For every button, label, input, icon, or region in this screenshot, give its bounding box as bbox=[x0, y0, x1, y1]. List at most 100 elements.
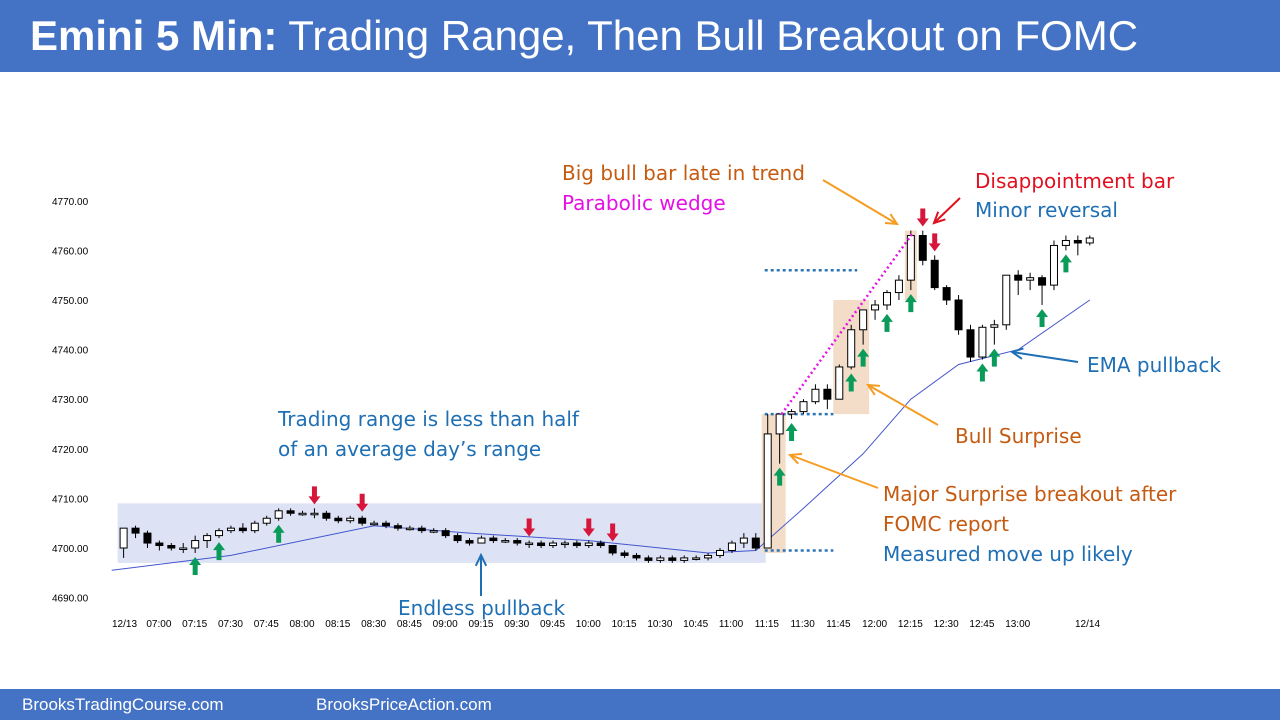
candle-body bbox=[167, 545, 176, 549]
candle-body bbox=[1014, 274, 1023, 281]
candle-body bbox=[727, 542, 736, 551]
candle-body bbox=[274, 510, 283, 519]
bear-signal-arrow bbox=[916, 208, 929, 227]
y-tick-label: 4710.00 bbox=[52, 494, 89, 505]
candle-body bbox=[513, 540, 522, 544]
candle-body bbox=[656, 557, 665, 561]
candle-body bbox=[596, 542, 605, 547]
x-tick-label: 10:45 bbox=[683, 619, 708, 630]
bear-signal-arrow bbox=[582, 518, 595, 537]
candle-body bbox=[1049, 244, 1058, 286]
candle-body bbox=[346, 517, 355, 522]
annotation-disappointment-bar: Disappointment bar bbox=[975, 169, 1175, 193]
x-tick-label: 11:00 bbox=[719, 619, 744, 630]
candle-body bbox=[966, 329, 975, 358]
annotation-pointer-arrow bbox=[933, 197, 961, 224]
ema-line bbox=[111, 299, 1091, 571]
candle-body bbox=[894, 279, 903, 294]
y-tick-label: 4720.00 bbox=[52, 445, 89, 456]
x-tick-label: 12:30 bbox=[934, 619, 959, 630]
candle-body bbox=[382, 522, 391, 527]
bull-signal-arrow bbox=[857, 348, 870, 367]
annotation-big-bull-bar: Big bull bar late in trend bbox=[562, 161, 805, 185]
x-tick-label: 09:00 bbox=[433, 619, 458, 630]
x-tick-label: 12:15 bbox=[898, 619, 923, 630]
annotation-pointer-arrow bbox=[884, 213, 899, 226]
candle-body bbox=[1061, 239, 1070, 246]
candle-body bbox=[334, 517, 343, 522]
x-tick-label: 11:15 bbox=[755, 619, 780, 630]
annotation-pointer-arrow bbox=[474, 552, 488, 567]
x-tick-label: 13:00 bbox=[1005, 619, 1030, 630]
candle-body bbox=[632, 554, 641, 559]
annotation-trading-range: Trading range is less than half bbox=[277, 407, 580, 431]
candle-body bbox=[310, 512, 319, 516]
candle-body bbox=[620, 552, 629, 556]
candle-body bbox=[393, 525, 402, 529]
footer-left-link: BrooksTradingCourse.com bbox=[22, 695, 224, 714]
bull-signal-arrow bbox=[773, 467, 786, 486]
x-tick-label: 08:45 bbox=[397, 619, 422, 630]
x-tick-label: 07:45 bbox=[254, 619, 279, 630]
candle-body bbox=[739, 537, 748, 544]
x-tick-label: 07:30 bbox=[218, 619, 243, 630]
candle-body bbox=[1085, 237, 1094, 244]
x-tick-label: 07:15 bbox=[182, 619, 207, 630]
x-tick-label: 10:15 bbox=[612, 619, 637, 630]
candle-body bbox=[572, 542, 581, 547]
annotation-pointer-arrow bbox=[1011, 351, 1079, 363]
candle-body bbox=[1038, 277, 1047, 286]
candle-body bbox=[179, 547, 188, 550]
candle-body bbox=[787, 411, 796, 415]
candle-body bbox=[751, 537, 760, 549]
annotation-pointer-arrow bbox=[932, 211, 946, 225]
candle-body bbox=[942, 287, 951, 301]
title-bold: Emini 5 Min: bbox=[30, 12, 278, 59]
parabolic-wedge-line bbox=[780, 232, 914, 415]
bull-signal-arrow bbox=[213, 542, 226, 561]
x-tick-label: 09:30 bbox=[504, 619, 529, 630]
candle-body bbox=[191, 540, 200, 549]
x-tick-label: 12/13 bbox=[112, 619, 137, 630]
x-tick-label: 12/14 bbox=[1075, 619, 1100, 630]
candle-body bbox=[990, 324, 999, 328]
candle-body bbox=[823, 388, 832, 400]
candle-body bbox=[871, 304, 880, 311]
candle-body bbox=[429, 530, 438, 533]
slide-title: Emini 5 Min: Trading Range, Then Bull Br… bbox=[30, 8, 1138, 64]
candle-body bbox=[465, 540, 474, 544]
candle-body bbox=[501, 540, 510, 543]
y-tick-label: 4690.00 bbox=[52, 594, 89, 605]
bull-signal-arrow bbox=[1059, 254, 1072, 273]
y-tick-label: 4760.00 bbox=[52, 246, 89, 257]
bull-signal-arrow bbox=[904, 294, 917, 313]
y-tick-label: 4750.00 bbox=[52, 296, 89, 307]
annotation-pointer-arrow bbox=[787, 452, 803, 465]
annotation-major-surprise: Major Surprise breakout after bbox=[883, 482, 1177, 506]
x-tick-label: 11:45 bbox=[826, 619, 851, 630]
y-tick-label: 4700.00 bbox=[52, 544, 89, 555]
footer-right-link: BrooksPriceAction.com bbox=[316, 695, 492, 714]
candle-body bbox=[859, 309, 868, 331]
annotation-pointer-arrow bbox=[866, 383, 881, 396]
x-tick-label: 11:30 bbox=[790, 619, 815, 630]
candle-body bbox=[250, 522, 259, 532]
annotation-pointer-arrow bbox=[867, 384, 939, 426]
candle-body bbox=[906, 235, 915, 281]
candle-body bbox=[811, 388, 820, 403]
bull-signal-arrow bbox=[976, 363, 989, 382]
candle-body bbox=[322, 512, 331, 519]
candle-body bbox=[930, 259, 939, 289]
x-tick-label: 08:15 bbox=[325, 619, 350, 630]
candle-body bbox=[882, 292, 891, 306]
candle-body bbox=[584, 542, 593, 547]
x-tick-label: 09:15 bbox=[468, 619, 493, 630]
candle-body bbox=[537, 542, 546, 547]
candle-body bbox=[298, 512, 307, 516]
bear-signal-arrow bbox=[523, 518, 536, 537]
candle-body bbox=[680, 557, 689, 561]
candle-body bbox=[238, 527, 247, 532]
bull-signal-arrow bbox=[845, 373, 858, 392]
bull-signal-arrow bbox=[880, 313, 893, 332]
candle-body bbox=[262, 517, 271, 524]
